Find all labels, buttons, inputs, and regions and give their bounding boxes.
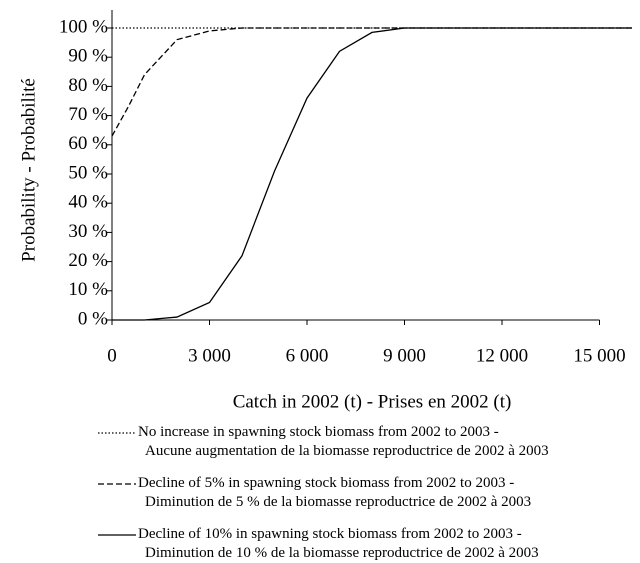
y-tick-label: 20 % (68, 250, 108, 271)
y-tick-label: 90 % (68, 46, 108, 67)
y-tick-label: 100 % (59, 16, 108, 37)
legend-line: Decline of 10% in spawning stock biomass… (138, 526, 522, 542)
x-tick-label: 15 000 (573, 345, 625, 366)
series-line (111, 27, 632, 137)
y-tick-label: 70 % (68, 104, 108, 125)
y-tick-label: 0 % (78, 308, 108, 329)
x-tick-label: 12 000 (476, 345, 528, 366)
legend-line: Diminution de 5 % de la biomasse reprodu… (145, 494, 531, 510)
x-tick-label: 0 (107, 345, 117, 366)
legend-line: Decline of 5% in spawning stock biomass … (138, 475, 514, 491)
legend-line: No increase in spawning stock biomass fr… (138, 424, 499, 440)
y-tick-label: 50 % (68, 162, 108, 183)
x-tick-label: 9 000 (383, 345, 426, 366)
x-tick-label: 6 000 (286, 345, 329, 366)
legend-label: Decline of 5% in spawning stock biomass … (138, 475, 531, 510)
legend-line: Aucune augmentation de la biomasse repro… (145, 443, 549, 459)
series-line (112, 27, 632, 321)
x-axis-label: Catch in 2002 (t) - Prises en 2002 (t) (233, 391, 512, 412)
legend-label: No increase in spawning stock biomass fr… (138, 424, 549, 459)
y-axis-label: Probability - Probabilité (18, 78, 39, 262)
y-tick-label: 10 % (68, 279, 108, 300)
y-tick-label: 40 % (68, 192, 108, 213)
legend-line: Diminution de 10 % de la biomasse reprod… (145, 545, 539, 561)
y-tick-label: 30 % (68, 221, 108, 242)
x-tick-label: 3 000 (188, 345, 231, 366)
legend-label: Decline of 10% in spawning stock biomass… (138, 526, 539, 561)
y-tick-label: 60 % (68, 133, 108, 154)
y-tick-label: 80 % (68, 75, 108, 96)
